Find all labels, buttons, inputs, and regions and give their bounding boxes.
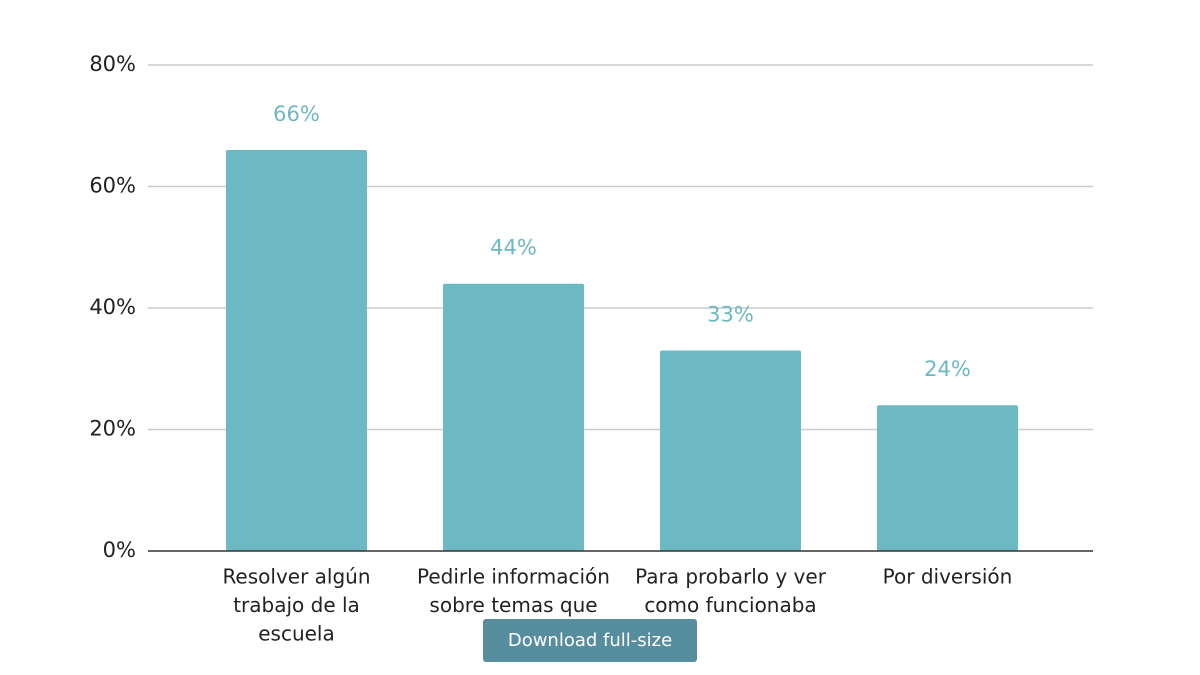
bar — [877, 405, 1018, 551]
bar — [226, 150, 367, 552]
value-label: 33% — [707, 303, 754, 327]
value-label: 66% — [273, 102, 320, 126]
x-tick-label: escuela — [258, 622, 335, 646]
y-tick-label: 0% — [103, 538, 136, 562]
x-tick-label: sobre temas que — [429, 593, 597, 617]
bar — [660, 350, 801, 551]
x-tick-label: Por diversión — [883, 565, 1013, 589]
value-label: 44% — [490, 236, 537, 260]
x-tick-label: trabajo de la — [233, 593, 360, 617]
value-label: 24% — [924, 357, 971, 381]
x-tick-label: Resolver algún — [222, 565, 370, 589]
download-button[interactable]: Download full-size — [483, 619, 697, 662]
button-label[interactable]: Download full-size — [508, 630, 672, 651]
x-tick-label: Para probarlo y ver — [635, 565, 827, 589]
y-tick-label: 80% — [89, 52, 136, 76]
x-tick-label: como funcionaba — [644, 593, 816, 617]
button-background[interactable] — [483, 619, 697, 662]
bar — [443, 283, 584, 551]
y-tick-label: 20% — [89, 417, 136, 441]
x-tick-label: Pedirle información — [417, 565, 610, 589]
y-tick-label: 40% — [89, 295, 136, 319]
y-tick-label: 60% — [89, 174, 136, 198]
